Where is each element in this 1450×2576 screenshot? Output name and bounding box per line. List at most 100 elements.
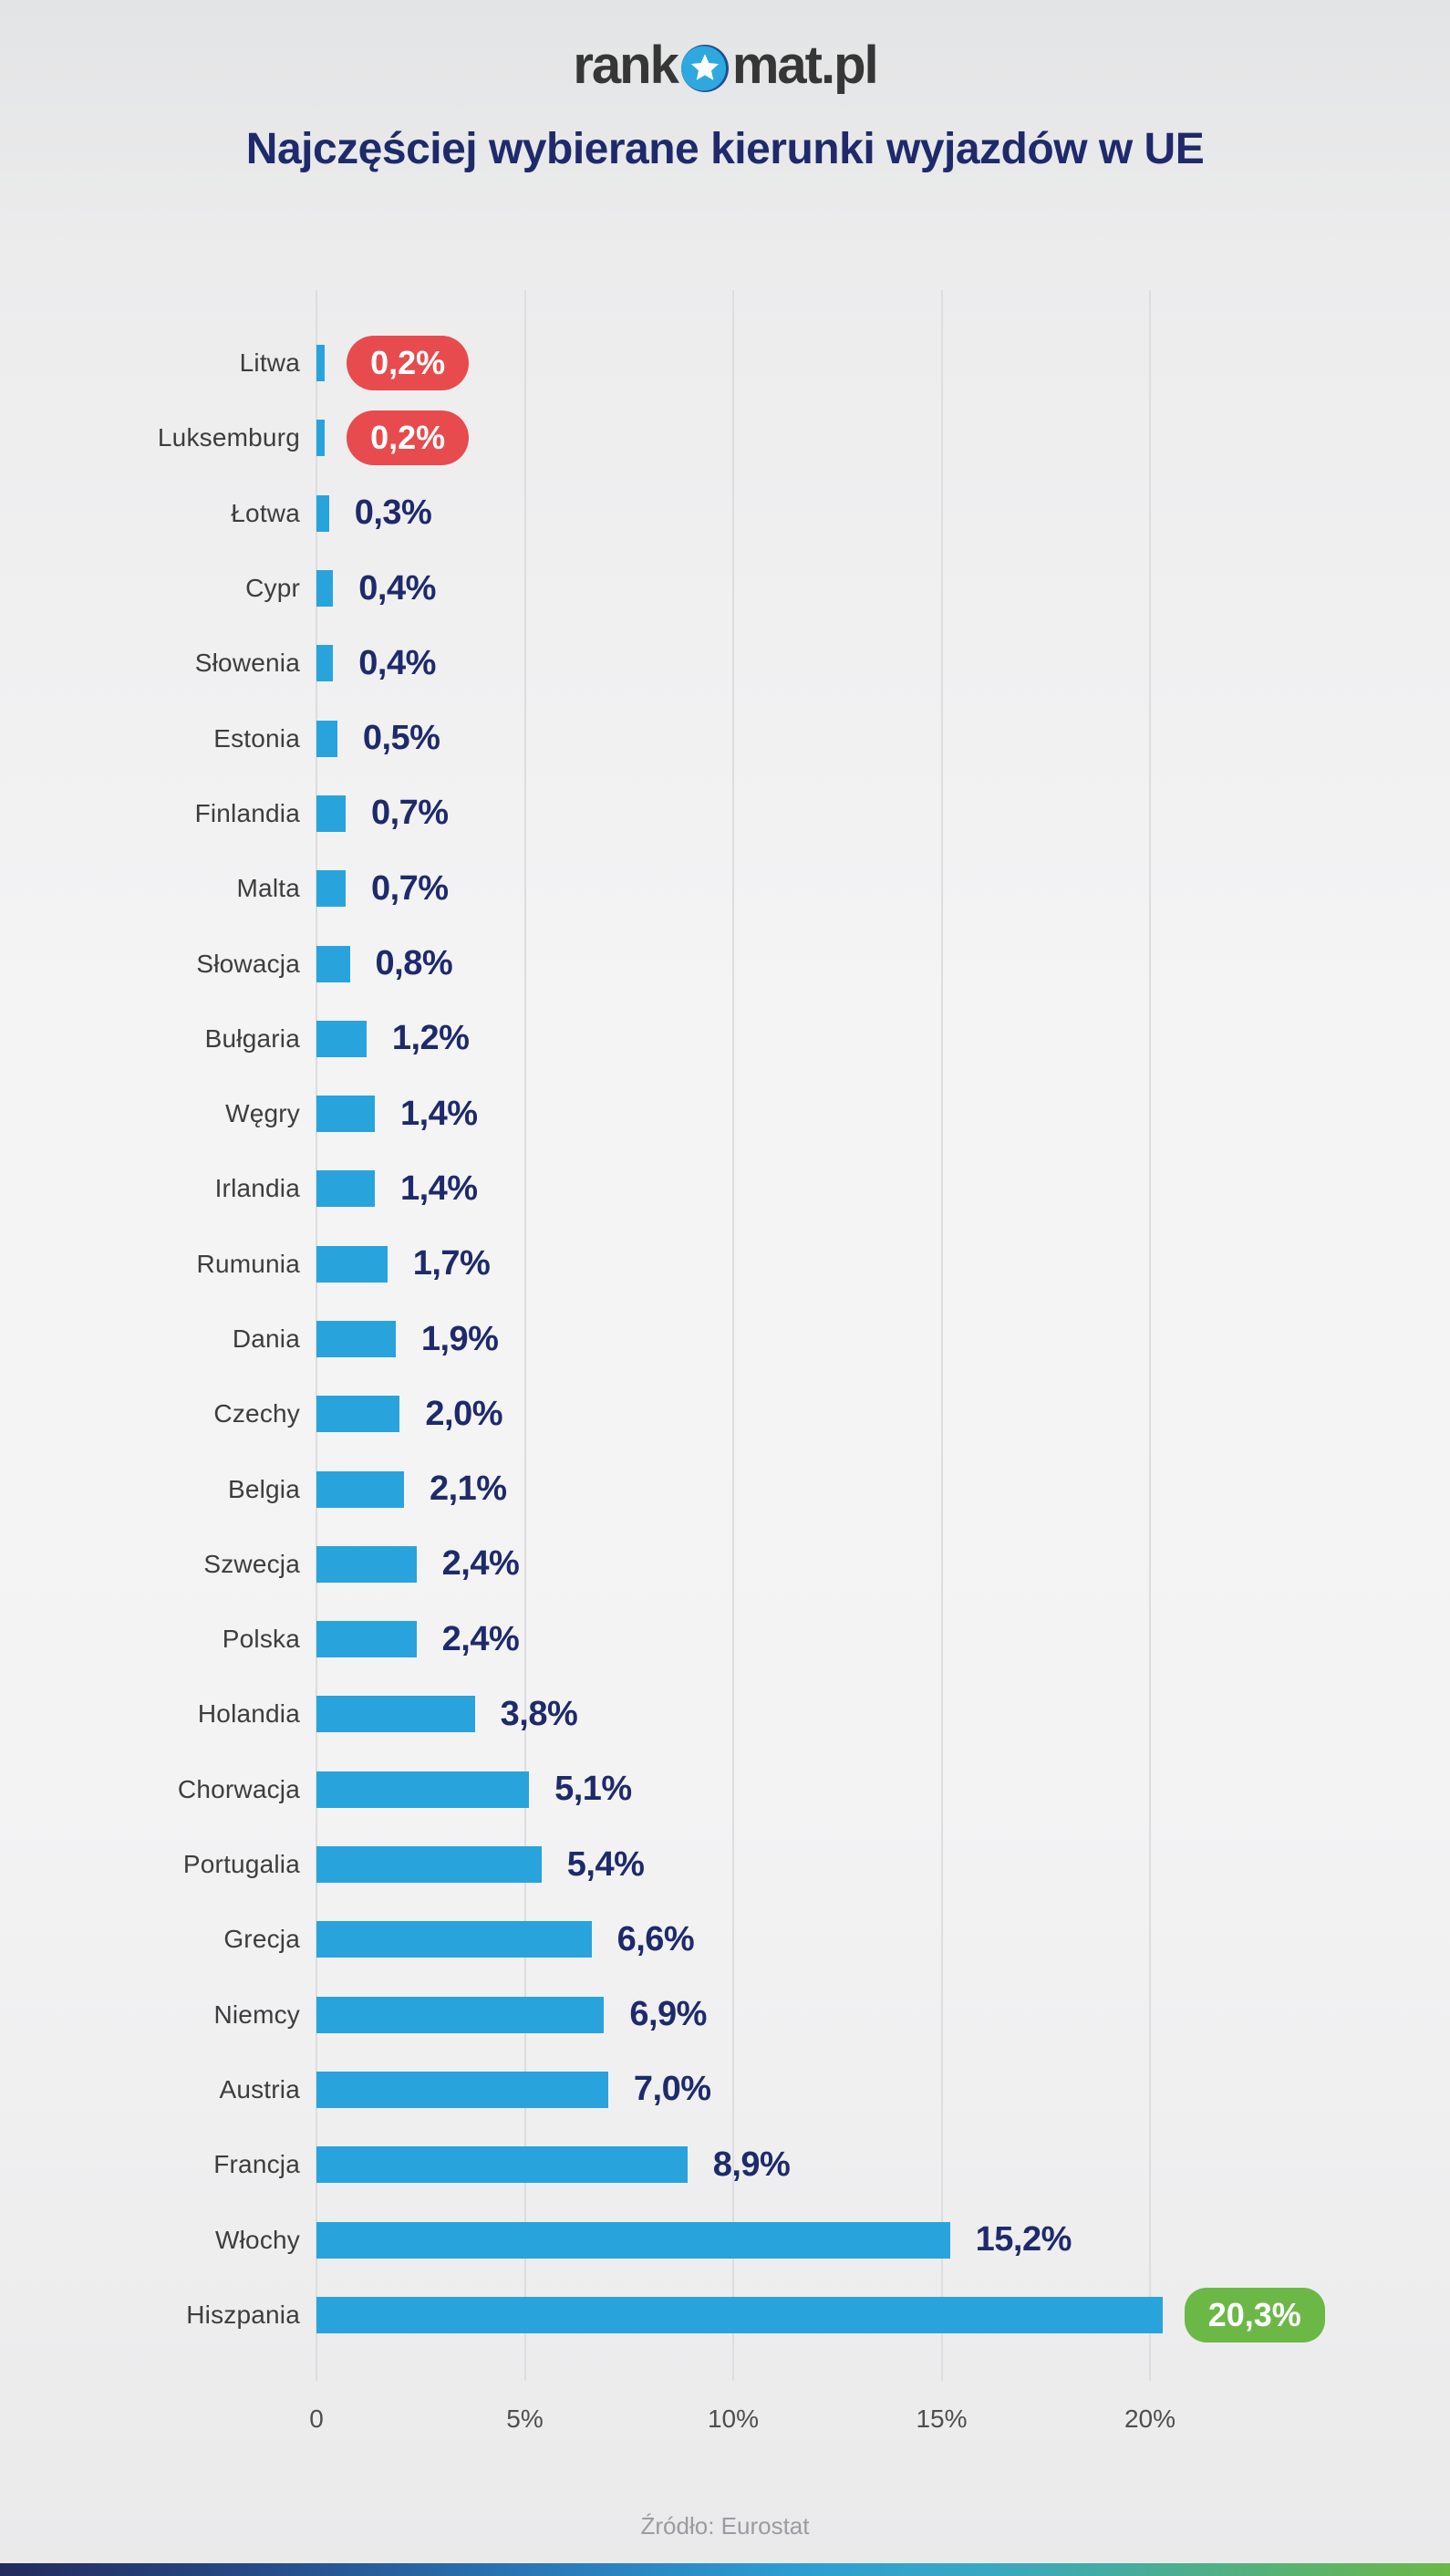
bar xyxy=(316,1470,404,1508)
bar-track: 0,4% xyxy=(316,644,1450,683)
bar-row: Malta 0,7% xyxy=(0,851,1450,926)
bar xyxy=(316,420,326,457)
bar xyxy=(316,1621,417,1658)
logo-text-prefix: rank xyxy=(573,36,679,95)
bar xyxy=(316,1545,417,1583)
value-label: 2,0% xyxy=(425,1394,503,1433)
country-label: Litwa xyxy=(239,348,300,378)
bar-track: 8,9% xyxy=(316,2145,1450,2185)
country-label: Luksemburg xyxy=(157,423,300,452)
bar-row: Chorwacja 5,1% xyxy=(0,1752,1450,1827)
bar xyxy=(316,2221,950,2259)
bar xyxy=(316,2071,608,2108)
value-label: 0,7% xyxy=(370,794,449,833)
bar xyxy=(316,945,350,982)
bar xyxy=(316,1096,375,1133)
bar xyxy=(316,720,337,757)
bar xyxy=(316,795,346,832)
country-label: Rumunia xyxy=(196,1249,300,1278)
bar-track: 1,9% xyxy=(316,1320,1450,1359)
bar-row: Litwa 0,2% xyxy=(0,326,1450,400)
country-label: Słowacja xyxy=(196,949,300,978)
value-label: 7,0% xyxy=(633,2070,711,2109)
gridline xyxy=(523,290,526,2381)
bar-row: Włochy 15,2% xyxy=(0,2202,1450,2277)
country-label: Włochy xyxy=(215,2225,300,2254)
value-badge: 20,3% xyxy=(1184,2287,1325,2342)
country-label: Czechy xyxy=(213,1399,300,1428)
value-label: 3,8% xyxy=(500,1694,578,1733)
x-tick-label: 5% xyxy=(506,2405,544,2433)
value-label: 5,1% xyxy=(554,1770,632,1809)
bar-row: Dania 1,9% xyxy=(0,1302,1450,1376)
value-badge: 0,2% xyxy=(347,410,470,466)
bar-track: 15,2% xyxy=(316,2220,1450,2259)
source-note: Źródło: Eurostat xyxy=(640,2512,810,2540)
bar-track: 7,0% xyxy=(316,2070,1450,2109)
country-label: Chorwacja xyxy=(177,1774,300,1803)
bar xyxy=(316,1245,388,1283)
bar xyxy=(316,494,329,532)
bar-track: 1,4% xyxy=(316,1169,1450,1209)
bar-row: Finlandia 0,7% xyxy=(0,776,1450,851)
bar-row: Łotwa 0,3% xyxy=(0,476,1450,551)
bar-row: Hiszpania 20,3% xyxy=(0,2278,1450,2353)
gridline xyxy=(1149,290,1151,2381)
gridline xyxy=(732,290,734,2381)
country-label: Bułgaria xyxy=(204,1023,300,1053)
bar-track: 0,8% xyxy=(316,944,1450,983)
bar-track: 2,1% xyxy=(316,1470,1450,1509)
bar-track: 0,7% xyxy=(316,869,1450,909)
logo-text-suffix: mat.pl xyxy=(731,36,879,95)
value-label: 2,4% xyxy=(441,1619,520,1658)
bar-row: Czechy 2,0% xyxy=(0,1376,1450,1451)
bar-row: Grecja 6,6% xyxy=(0,1902,1450,1977)
bar xyxy=(316,570,334,608)
bar xyxy=(316,1170,375,1208)
x-tick-label: 10% xyxy=(707,2405,760,2433)
bar-track: 0,7% xyxy=(316,794,1450,833)
x-tick-label: 20% xyxy=(1124,2405,1176,2433)
bar-row: Słowacja 0,8% xyxy=(0,926,1450,1001)
country-label: Dania xyxy=(232,1324,300,1353)
value-label: 1,4% xyxy=(399,1094,478,1133)
bar-row: Francja 8,9% xyxy=(0,2127,1450,2202)
bar-row: Niemcy 6,9% xyxy=(0,1978,1450,2052)
x-tick-label: 0 xyxy=(309,2405,324,2433)
country-label: Słowenia xyxy=(194,649,300,678)
bar-track: 6,6% xyxy=(316,1920,1450,1959)
value-label: 8,9% xyxy=(712,2145,791,2184)
bar-track: 0,3% xyxy=(316,493,1450,533)
bar-track: 0,2% xyxy=(316,410,1450,466)
country-label: Finlandia xyxy=(194,798,300,827)
value-label: 1,4% xyxy=(399,1169,478,1208)
bar-row: Szwecja 2,4% xyxy=(0,1527,1450,1602)
bar-row: Słowenia 0,4% xyxy=(0,626,1450,701)
bar-row: Estonia 0,5% xyxy=(0,701,1450,775)
value-label: 0,3% xyxy=(354,493,432,533)
country-label: Belgia xyxy=(227,1474,300,1503)
country-label: Estonia xyxy=(213,723,300,753)
country-label: Portugalia xyxy=(182,1850,300,1879)
bar-track: 6,9% xyxy=(316,1995,1450,2034)
country-label: Grecja xyxy=(223,1925,300,1954)
value-label: 6,9% xyxy=(629,1995,707,2034)
bar xyxy=(316,870,346,908)
bar-track: 20,3% xyxy=(316,2287,1450,2342)
country-label: Irlandia xyxy=(214,1174,300,1203)
country-label: Francja xyxy=(213,2150,300,2179)
bar xyxy=(316,1396,400,1433)
page-title: Najczęściej wybierane kierunki wyjazdów … xyxy=(245,125,1205,173)
value-badge: 0,2% xyxy=(347,336,470,391)
bar-row: Polska 2,4% xyxy=(0,1602,1450,1677)
bar-track: 5,4% xyxy=(316,1845,1450,1885)
bar-row: Cypr 0,4% xyxy=(0,551,1450,626)
value-label: 1,2% xyxy=(391,1019,470,1058)
bar-row: Luksemburg 0,2% xyxy=(0,400,1450,475)
bar-track: 2,0% xyxy=(316,1395,1450,1434)
bar xyxy=(316,1996,605,2033)
bar-track: 1,7% xyxy=(316,1244,1450,1283)
bar-row: Belgia 2,1% xyxy=(0,1451,1450,1526)
country-label: Węgry xyxy=(225,1099,300,1128)
bar-row: Holandia 3,8% xyxy=(0,1677,1450,1751)
